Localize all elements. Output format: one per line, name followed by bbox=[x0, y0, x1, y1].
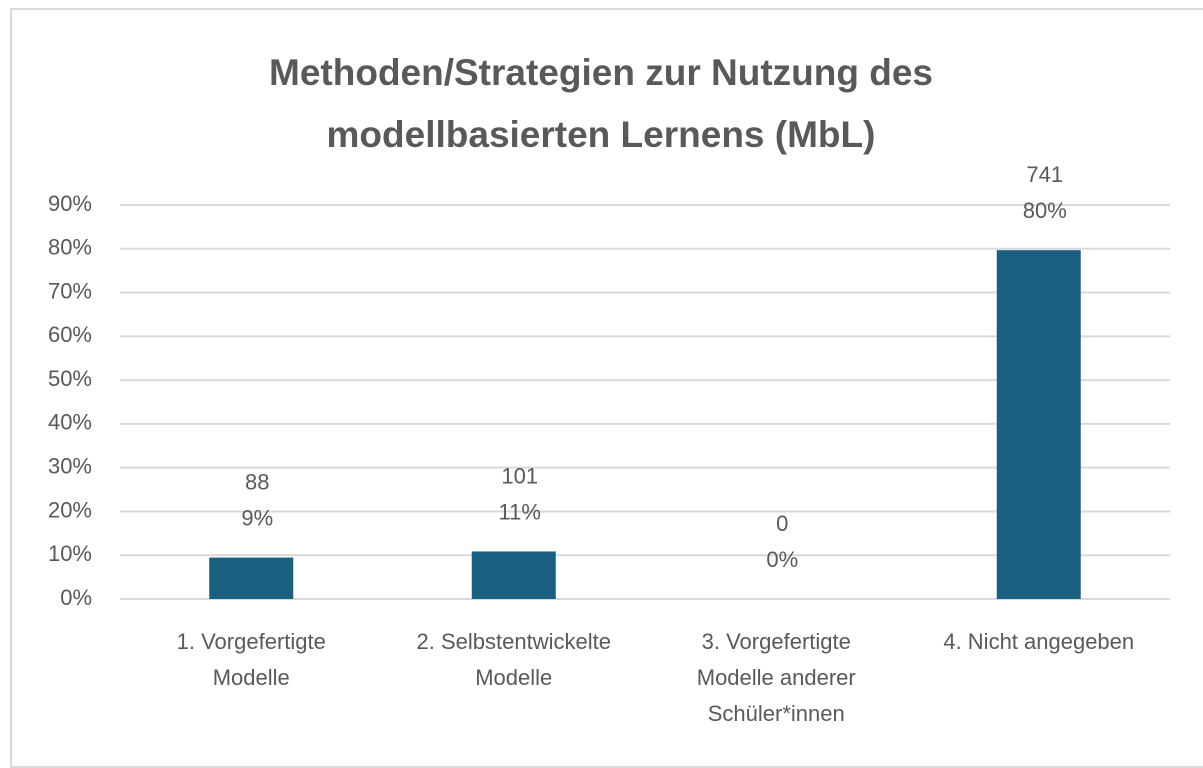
y-tick-label: 50% bbox=[48, 366, 92, 391]
bar bbox=[209, 557, 294, 599]
y-tick-label: 40% bbox=[48, 410, 92, 435]
x-tick-label: 1. Vorgefertigte bbox=[177, 629, 326, 654]
value-label: 11% bbox=[499, 499, 541, 524]
x-tick-label: Schüler*innen bbox=[708, 701, 845, 726]
count-label: 101 bbox=[501, 463, 538, 488]
y-tick-label: 20% bbox=[48, 497, 92, 522]
bar bbox=[471, 551, 556, 599]
y-tick-label: 60% bbox=[48, 322, 92, 347]
x-tick-label: Modelle bbox=[475, 665, 552, 690]
x-tick-label: 4. Nicht angegeben bbox=[943, 629, 1134, 654]
count-label: 0 bbox=[776, 511, 788, 536]
x-tick-label: 2. Selbstentwickelte bbox=[417, 629, 611, 654]
chart-title: Methoden/Strategien zur Nutzung des mode… bbox=[269, 52, 933, 155]
y-tick-label: 10% bbox=[48, 541, 92, 566]
x-tick-label: 3. Vorgefertigte bbox=[702, 629, 851, 654]
y-tick-label: 30% bbox=[48, 453, 92, 478]
value-label: 9% bbox=[241, 505, 273, 530]
y-tick-label: 70% bbox=[48, 278, 92, 303]
y-tick-label: 0% bbox=[60, 585, 92, 610]
count-label: 88 bbox=[245, 469, 269, 494]
count-label: 741 bbox=[1026, 162, 1063, 187]
x-tick-label: Modelle bbox=[213, 665, 290, 690]
value-label: 80% bbox=[1023, 198, 1067, 223]
bar bbox=[996, 250, 1081, 600]
value-label: 0% bbox=[766, 547, 798, 572]
y-tick-label: 90% bbox=[48, 191, 92, 216]
x-tick-label: Modelle anderer bbox=[697, 665, 856, 690]
y-tick-label: 80% bbox=[48, 235, 92, 260]
